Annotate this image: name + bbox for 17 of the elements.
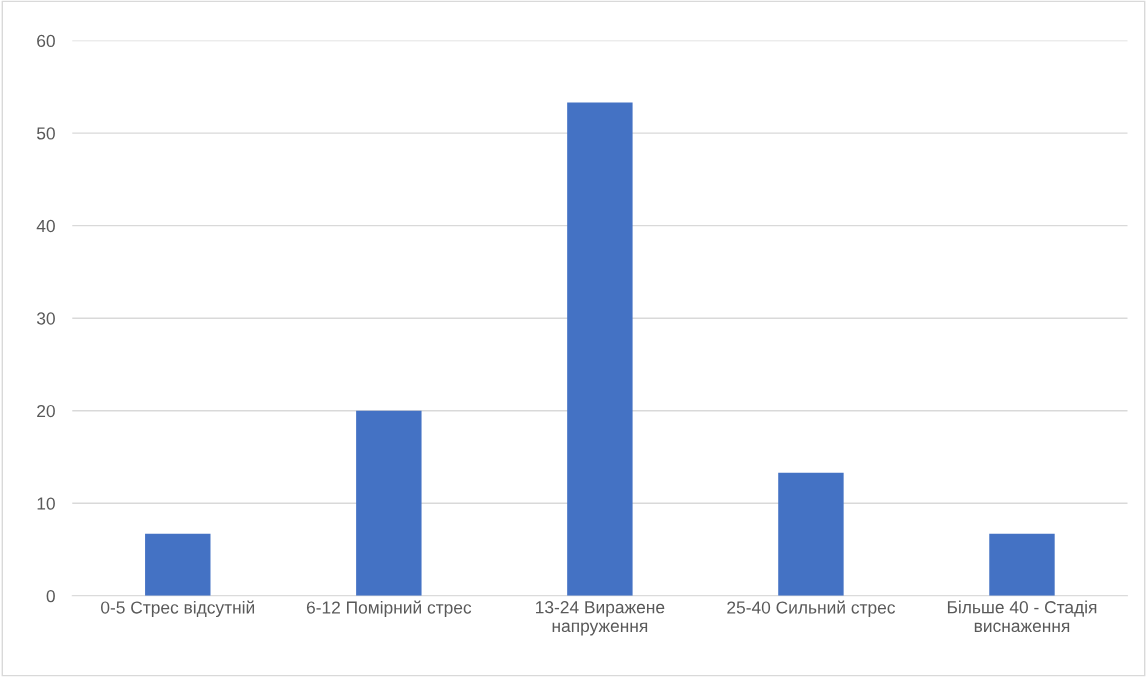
y-tick-label: 10: [37, 497, 55, 510]
x-tick-label: 25-40 Сильний стрес: [727, 600, 896, 618]
x-tick-label: 6-12 Помірний стрес: [306, 600, 472, 618]
y-tick-label: 20: [37, 404, 55, 418]
y-tick-label: 50: [36, 127, 55, 140]
y-tick-label: 30: [36, 312, 55, 325]
x-tick-label: Більше 40 - Стадія виснаження: [947, 600, 1097, 633]
y-tick-label: 0: [46, 589, 55, 603]
y-tick-label: 40: [36, 219, 55, 233]
y-tick-label: 60: [37, 34, 55, 48]
x-tick-label: 0-5 Стрес відсутній: [101, 600, 255, 618]
bar: [778, 472, 844, 596]
bar: [989, 533, 1055, 596]
bar: [145, 533, 211, 596]
x-tick-label: 13-24 Виражене напруження: [536, 601, 665, 636]
bar: [356, 410, 422, 596]
bar: [567, 102, 633, 596]
